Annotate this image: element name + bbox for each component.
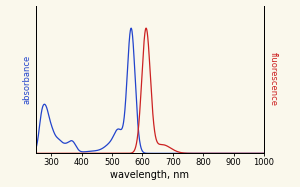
Y-axis label: fluorescence: fluorescence bbox=[269, 53, 278, 106]
Y-axis label: absorbance: absorbance bbox=[23, 55, 32, 104]
X-axis label: wavelength, nm: wavelength, nm bbox=[110, 170, 190, 180]
